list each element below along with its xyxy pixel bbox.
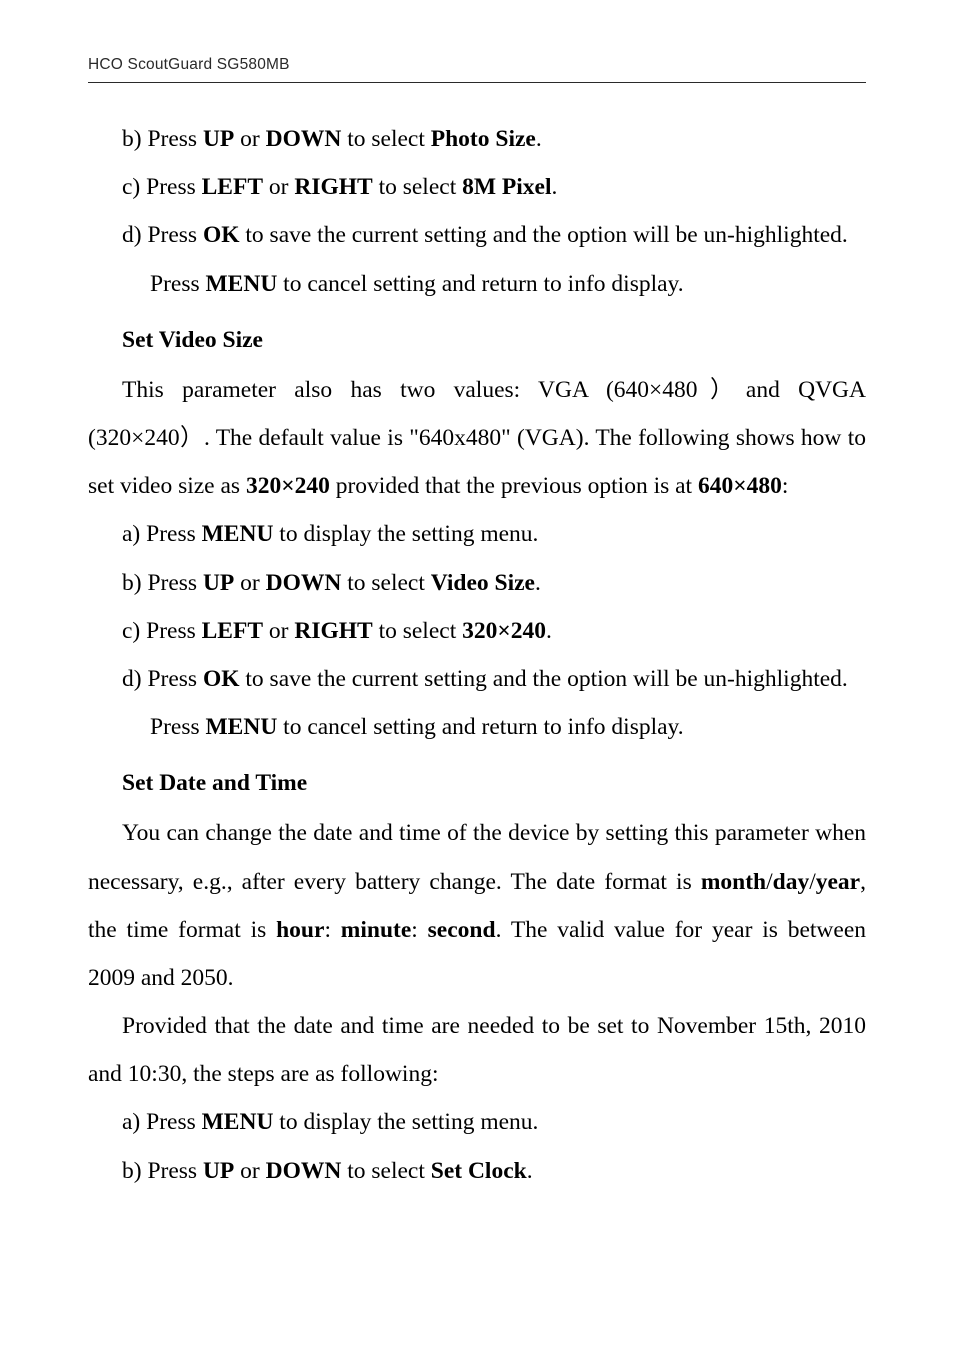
- text: .: [527, 1158, 533, 1184]
- text: to select: [341, 1158, 430, 1184]
- video-size-paragraph: This parameter also has two values: VGA …: [88, 366, 866, 511]
- key-menu: MENU: [202, 1109, 274, 1135]
- value: 640×480: [698, 473, 782, 499]
- format-second: second: [428, 917, 496, 943]
- photo-size-step-d-alt: Press MENU to cancel setting and return …: [88, 260, 866, 308]
- text: or: [234, 1158, 265, 1184]
- text: to select: [373, 174, 462, 200]
- key-ok: OK: [203, 666, 240, 692]
- datetime-paragraph-2: Provided that the date and time are need…: [88, 1002, 866, 1098]
- text: Press: [150, 714, 206, 740]
- text: c) Press: [122, 618, 202, 644]
- value: 320×240: [246, 473, 330, 499]
- key-left: LEFT: [202, 618, 263, 644]
- key-menu: MENU: [206, 271, 278, 297]
- text: to select: [341, 126, 430, 152]
- key-right: RIGHT: [294, 174, 372, 200]
- text: .: [546, 618, 552, 644]
- datetime-step-a: a) Press MENU to display the setting men…: [88, 1098, 866, 1146]
- document-page: HCO ScoutGuard SG580MB b) Press UP or DO…: [0, 0, 954, 1350]
- text: or: [234, 126, 265, 152]
- menu-item: Set Clock: [431, 1158, 527, 1184]
- key-down: DOWN: [266, 570, 342, 596]
- text: to cancel setting and return to info dis…: [277, 271, 683, 297]
- text: to display the setting menu.: [273, 1109, 538, 1135]
- page-header: HCO ScoutGuard SG580MB: [88, 56, 866, 83]
- datetime-step-b: b) Press UP or DOWN to select Set Clock.: [88, 1147, 866, 1195]
- text: or: [263, 618, 294, 644]
- text: or: [263, 174, 294, 200]
- key-menu: MENU: [202, 521, 274, 547]
- text: to cancel setting and return to info dis…: [277, 714, 683, 740]
- text: b) Press: [122, 570, 203, 596]
- photo-size-step-d: d) Press OK to save the current setting …: [88, 211, 866, 259]
- menu-item: Photo Size: [431, 126, 536, 152]
- format-hour: hour: [276, 917, 324, 943]
- text: to select: [373, 618, 462, 644]
- text: .: [535, 570, 541, 596]
- datetime-paragraph-1: You can change the date and time of the …: [88, 809, 866, 1002]
- video-size-step-b: b) Press UP or DOWN to select Video Size…: [88, 559, 866, 607]
- section-heading-datetime: Set Date and Time: [88, 759, 866, 807]
- text: b) Press: [122, 126, 203, 152]
- key-down: DOWN: [266, 1158, 342, 1184]
- text: c) Press: [122, 174, 202, 200]
- key-up: UP: [203, 1158, 234, 1184]
- menu-item: Video Size: [431, 570, 535, 596]
- option-value: 320×240: [462, 618, 546, 644]
- text: to select: [341, 570, 430, 596]
- text: to display the setting menu.: [273, 521, 538, 547]
- photo-size-step-c: c) Press LEFT or RIGHT to select 8M Pixe…: [88, 163, 866, 211]
- text: a) Press: [122, 521, 202, 547]
- key-up: UP: [203, 126, 234, 152]
- format-month: month: [701, 869, 766, 895]
- text: a) Press: [122, 1109, 202, 1135]
- photo-size-step-b: b) Press UP or DOWN to select Photo Size…: [88, 115, 866, 163]
- option-value: 8M Pixel: [462, 174, 551, 200]
- text: d) Press: [122, 222, 203, 248]
- key-ok: OK: [203, 222, 240, 248]
- text: :: [411, 917, 427, 943]
- text: b) Press: [122, 1158, 203, 1184]
- video-size-step-d: d) Press OK to save the current setting …: [88, 655, 866, 703]
- text: to save the current setting and the opti…: [240, 666, 848, 692]
- text: d) Press: [122, 666, 203, 692]
- format-minute: minute: [341, 917, 412, 943]
- text: .: [536, 126, 542, 152]
- key-menu: MENU: [206, 714, 278, 740]
- text: Press: [150, 271, 206, 297]
- document-body: b) Press UP or DOWN to select Photo Size…: [88, 115, 866, 1195]
- text: to save the current setting and the opti…: [240, 222, 848, 248]
- text: .: [552, 174, 558, 200]
- format-day: day: [773, 869, 810, 895]
- text: provided that the previous option is at: [330, 473, 698, 499]
- key-down: DOWN: [266, 126, 342, 152]
- key-right: RIGHT: [294, 618, 372, 644]
- video-size-step-d-alt: Press MENU to cancel setting and return …: [88, 703, 866, 751]
- text: :: [324, 917, 340, 943]
- format-year: year: [816, 869, 860, 895]
- video-size-step-a: a) Press MENU to display the setting men…: [88, 510, 866, 558]
- section-heading-video: Set Video Size: [88, 316, 866, 364]
- key-left: LEFT: [202, 174, 263, 200]
- video-size-step-c: c) Press LEFT or RIGHT to select 320×240…: [88, 607, 866, 655]
- key-up: UP: [203, 570, 234, 596]
- text: or: [234, 570, 265, 596]
- text: :: [782, 473, 789, 499]
